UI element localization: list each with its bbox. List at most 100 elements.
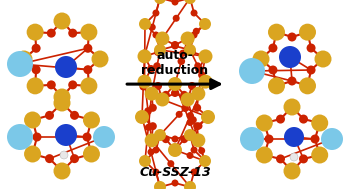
Circle shape (32, 65, 41, 74)
Circle shape (47, 29, 56, 38)
Circle shape (198, 75, 212, 89)
Circle shape (252, 50, 270, 67)
Circle shape (284, 163, 301, 180)
Circle shape (299, 154, 308, 163)
Circle shape (155, 32, 169, 46)
Circle shape (193, 104, 201, 112)
Circle shape (265, 135, 273, 143)
Circle shape (145, 87, 159, 101)
Circle shape (290, 153, 298, 161)
Circle shape (187, 112, 194, 120)
Circle shape (27, 77, 44, 94)
Circle shape (24, 112, 41, 129)
Circle shape (154, 82, 162, 90)
Circle shape (190, 9, 197, 16)
Circle shape (153, 9, 160, 16)
Circle shape (7, 51, 33, 77)
Circle shape (193, 122, 201, 130)
Circle shape (147, 65, 155, 73)
Circle shape (154, 181, 166, 189)
Circle shape (284, 98, 301, 115)
Circle shape (311, 115, 328, 132)
Circle shape (299, 115, 308, 124)
Circle shape (147, 149, 154, 156)
Circle shape (139, 155, 151, 167)
Circle shape (154, 44, 166, 56)
Circle shape (139, 18, 151, 30)
Circle shape (279, 46, 301, 68)
Circle shape (268, 24, 285, 41)
Circle shape (201, 110, 215, 124)
Circle shape (162, 91, 170, 99)
Circle shape (54, 163, 70, 180)
Circle shape (172, 180, 178, 187)
Circle shape (187, 119, 194, 126)
Circle shape (180, 135, 188, 143)
Circle shape (149, 24, 156, 31)
Circle shape (287, 77, 296, 85)
Circle shape (311, 146, 328, 163)
Circle shape (83, 146, 100, 163)
Circle shape (154, 48, 162, 56)
Circle shape (188, 48, 196, 56)
Circle shape (80, 24, 97, 41)
Circle shape (168, 77, 182, 91)
Circle shape (181, 105, 189, 112)
Circle shape (190, 32, 197, 39)
Circle shape (189, 116, 197, 124)
Circle shape (307, 66, 316, 74)
Circle shape (196, 122, 203, 129)
Circle shape (154, 0, 166, 4)
Circle shape (171, 89, 179, 97)
Circle shape (184, 129, 196, 141)
Circle shape (145, 124, 152, 131)
Text: auto-
reduction: auto- reduction (141, 49, 209, 77)
Circle shape (199, 18, 211, 30)
Circle shape (80, 77, 97, 94)
Circle shape (153, 169, 160, 176)
Circle shape (190, 146, 197, 153)
Circle shape (154, 129, 166, 141)
Circle shape (7, 124, 33, 150)
Circle shape (68, 29, 77, 38)
Circle shape (54, 12, 70, 29)
Circle shape (240, 127, 264, 151)
Circle shape (171, 41, 179, 49)
Circle shape (315, 50, 331, 67)
Circle shape (199, 155, 211, 167)
Circle shape (83, 112, 100, 129)
Circle shape (153, 32, 160, 39)
Circle shape (198, 71, 206, 79)
Circle shape (191, 87, 205, 101)
Circle shape (32, 44, 41, 53)
Circle shape (138, 49, 152, 63)
Circle shape (299, 24, 316, 41)
Circle shape (184, 44, 196, 56)
Circle shape (177, 57, 185, 65)
Circle shape (190, 169, 197, 176)
Circle shape (172, 43, 178, 50)
Circle shape (188, 82, 196, 90)
Circle shape (198, 49, 212, 63)
Circle shape (145, 133, 159, 147)
Circle shape (256, 115, 273, 132)
Circle shape (149, 122, 157, 130)
Circle shape (155, 92, 169, 106)
Circle shape (172, 136, 178, 143)
Circle shape (144, 107, 152, 115)
Circle shape (70, 111, 79, 120)
Circle shape (167, 160, 174, 167)
Circle shape (268, 43, 278, 53)
Circle shape (68, 80, 77, 89)
Circle shape (138, 75, 152, 89)
Circle shape (176, 111, 183, 118)
Circle shape (15, 50, 33, 67)
Text: Cu-SSZ-13: Cu-SSZ-13 (139, 166, 211, 179)
Circle shape (276, 115, 285, 124)
Circle shape (198, 147, 205, 154)
Circle shape (153, 146, 160, 153)
Circle shape (310, 135, 320, 143)
Circle shape (33, 132, 42, 142)
Circle shape (172, 0, 178, 5)
Circle shape (55, 124, 77, 146)
